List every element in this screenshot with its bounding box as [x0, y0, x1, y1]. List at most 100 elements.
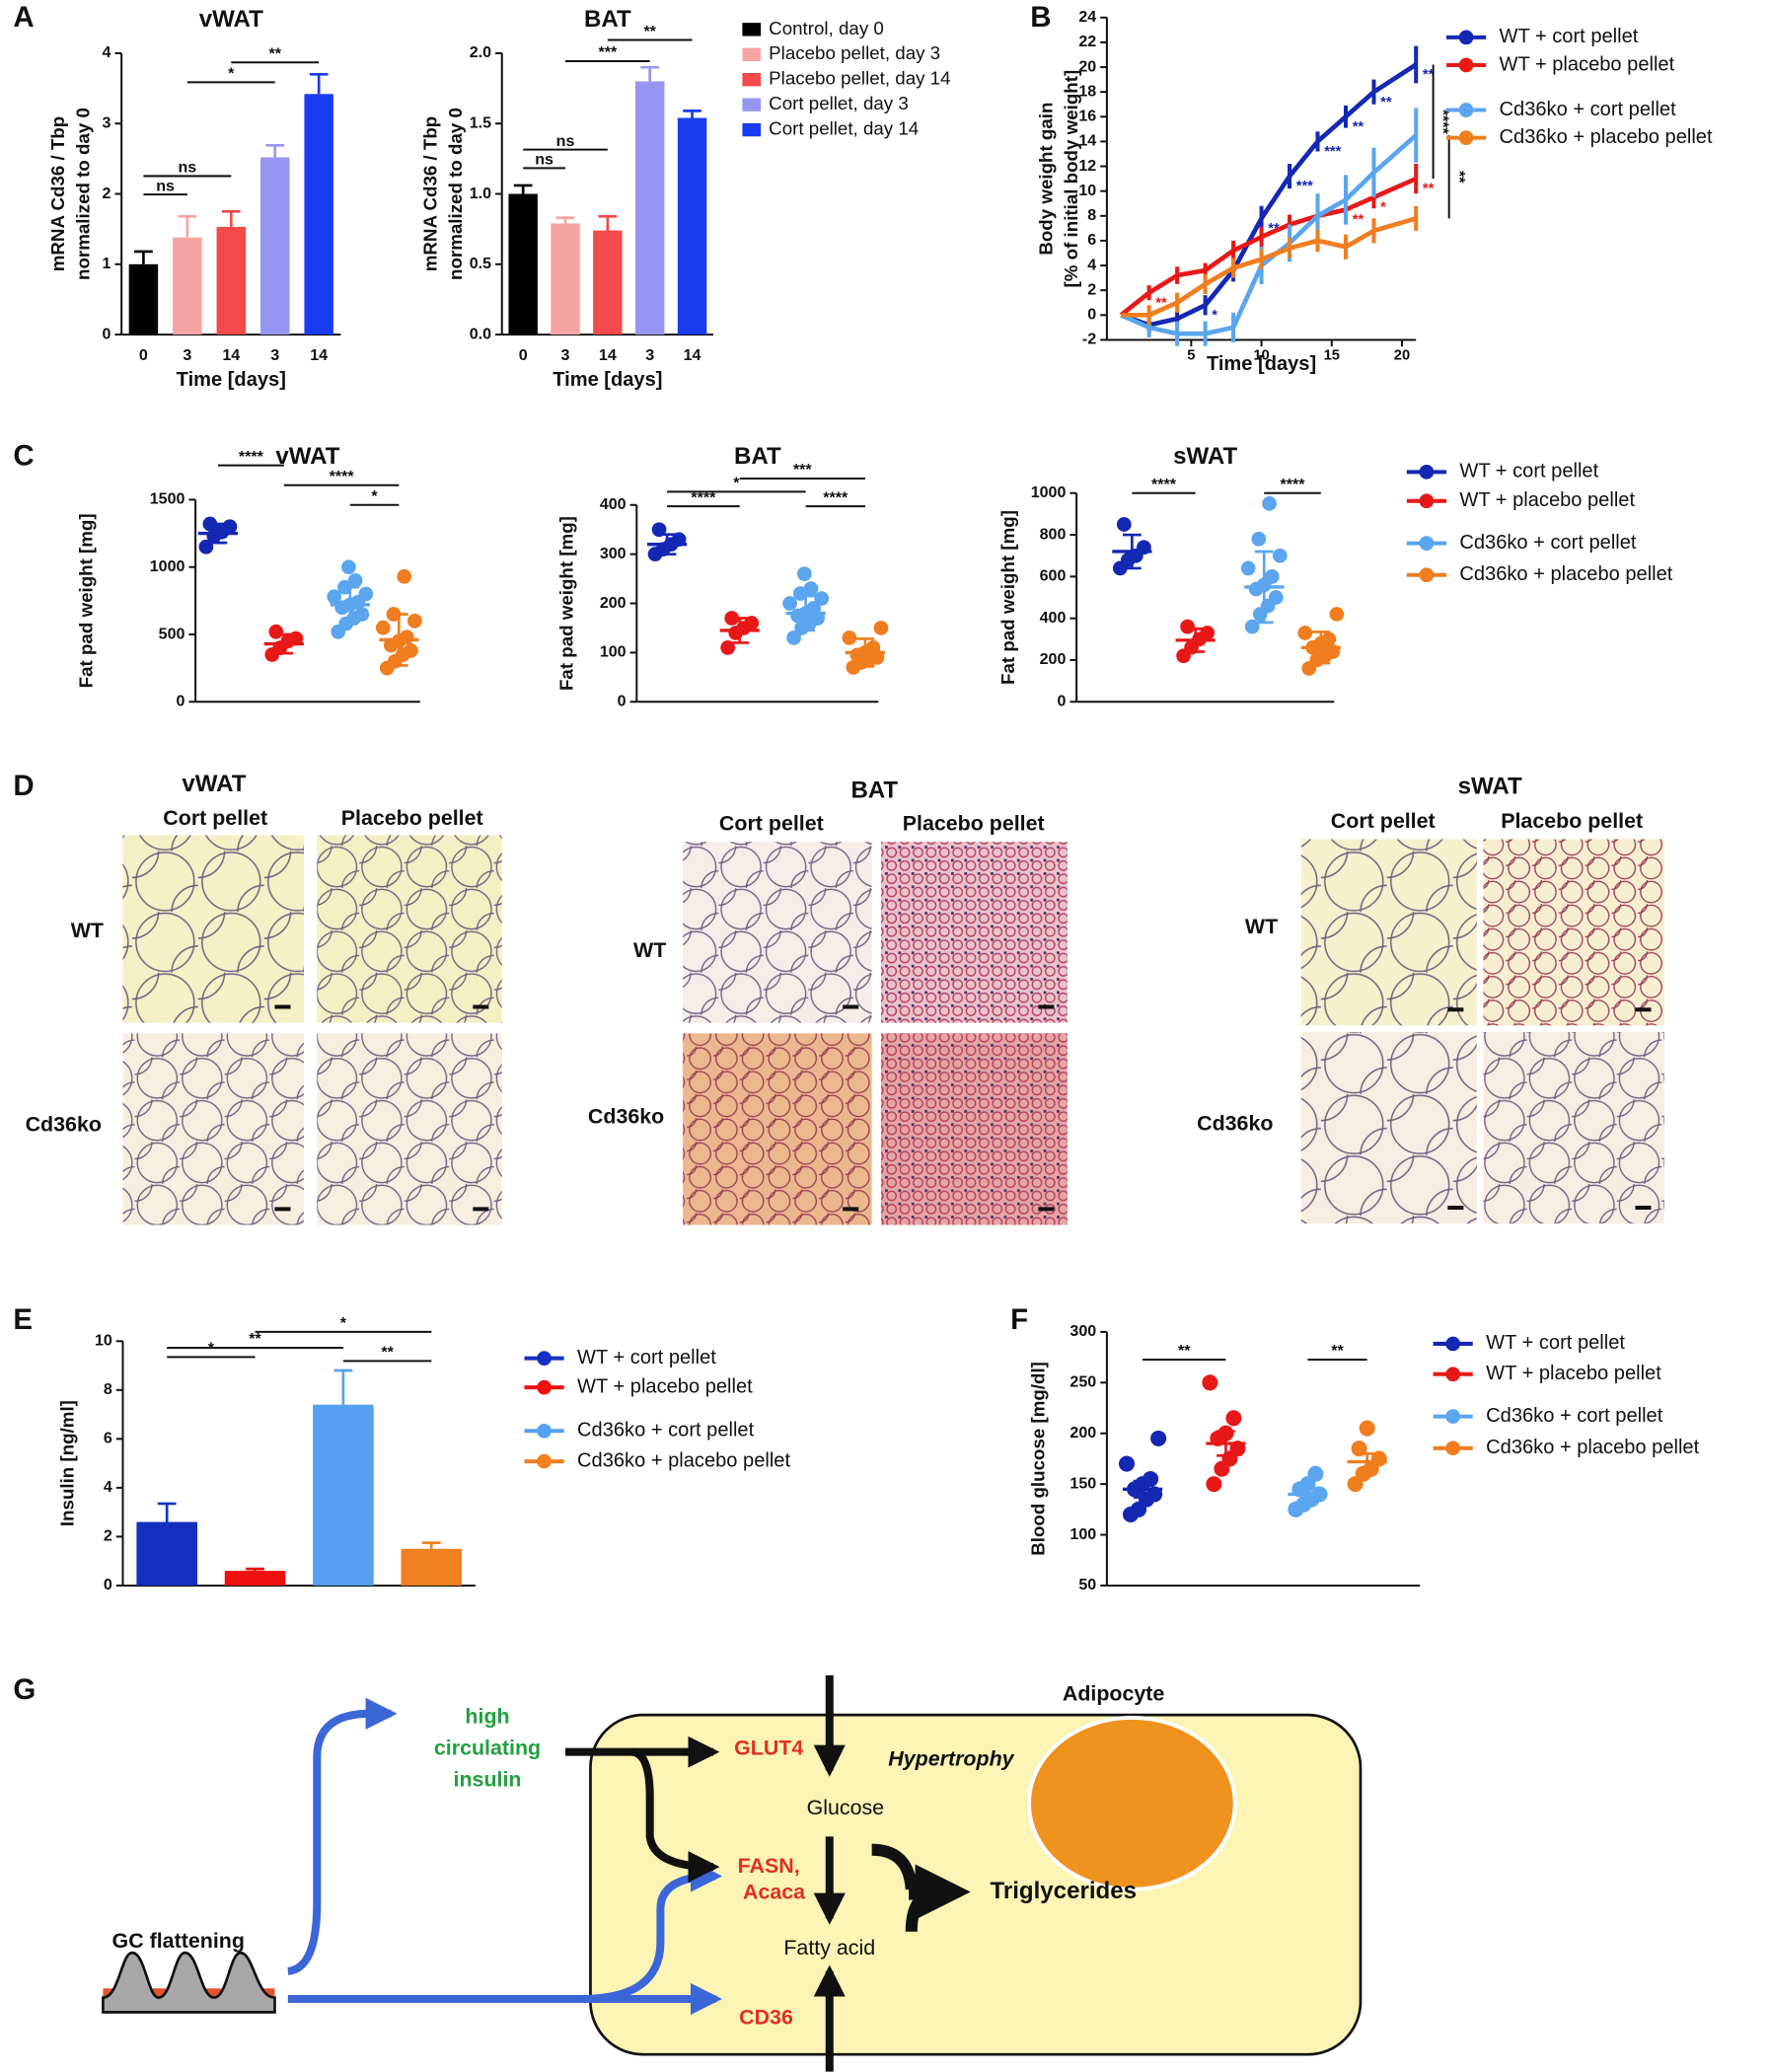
histology-texture: [122, 835, 304, 1023]
y-tick-label: 6: [1087, 231, 1096, 249]
legend-label: WT + placebo pellet: [1459, 489, 1635, 511]
bar: [224, 1571, 286, 1586]
data-point: [399, 629, 414, 645]
point-label: **: [1423, 182, 1435, 197]
x-tick-label: 0: [519, 346, 528, 364]
panel-label: C: [13, 439, 34, 472]
point-label: ***: [1296, 179, 1313, 194]
histology-texture: [1300, 839, 1477, 1026]
diagram-label: GLUT4: [734, 1737, 803, 1760]
legend-swatch: [742, 122, 762, 137]
legend-label: Cort pellet, day 3: [769, 93, 909, 113]
x-tick-label: 20: [1394, 347, 1410, 363]
significance-label: *: [340, 1314, 347, 1332]
histology-texture: [317, 835, 502, 1023]
significance-label: ****: [330, 468, 355, 485]
histology-texture: [1483, 839, 1664, 1026]
y-tick-label: 6: [104, 1430, 112, 1447]
diagram-label: insulin: [454, 1768, 522, 1792]
panel-label: A: [13, 1, 34, 34]
y-tick-label: 0.0: [470, 325, 491, 342]
y-axis-label: Body weight gain: [1036, 103, 1057, 256]
significance-label: ns: [535, 151, 553, 169]
data-point: [1359, 1420, 1375, 1437]
significance-label: ****: [1151, 476, 1177, 493]
y-tick-label: 20: [1078, 57, 1096, 75]
significance-label: **: [1178, 1342, 1191, 1360]
significance-label: *: [228, 65, 235, 83]
y-axis-label: Fat pad weight [mg]: [997, 510, 1018, 685]
legend-label: Cd36ko + placebo pellet: [1500, 126, 1713, 148]
row-label: Cd36ko: [588, 1105, 664, 1129]
x-tick-label: 14: [310, 346, 328, 364]
chart-title: sWAT: [1173, 443, 1237, 470]
data-point: [1262, 495, 1277, 511]
y-axis-label: normalized to day 0: [445, 108, 466, 280]
panel-label: G: [13, 1673, 36, 1706]
significance-label: **: [249, 1330, 261, 1348]
y-tick-label: 2: [103, 185, 111, 202]
data-point: [1206, 1476, 1222, 1493]
data-point: [782, 596, 797, 611]
chart-title: vWAT: [199, 6, 263, 33]
histology-panel: vWAT Cort pellet Placebo pellet WT Cd36k…: [26, 771, 1644, 1137]
y-tick-label: 1000: [1031, 483, 1067, 501]
data-point: [1321, 631, 1337, 647]
data-point: [407, 613, 422, 629]
significance-label: ns: [556, 132, 575, 150]
bar: [173, 237, 202, 335]
y-tick-label: 1000: [150, 557, 185, 575]
legend-marker: [1458, 103, 1474, 117]
legend-marker: [1445, 1441, 1461, 1456]
data-point: [358, 586, 374, 602]
significance-label: ***: [793, 461, 812, 479]
chart-title: BAT: [584, 6, 631, 33]
bar: [401, 1548, 463, 1586]
y-tick-label: 12: [1078, 157, 1096, 175]
panel-label: F: [1010, 1303, 1028, 1336]
y-tick-label: 1: [103, 255, 111, 272]
bar: [128, 263, 159, 335]
arrow: [287, 1697, 398, 1975]
bar: [260, 157, 290, 335]
y-axis-label: Fat pad weight [mg]: [75, 513, 96, 688]
legend-label: Cd36ko + cort pellet: [577, 1420, 755, 1442]
x-axis-label: Time [days]: [1207, 353, 1316, 375]
y-tick-label: 800: [1040, 525, 1067, 543]
column-label: Placebo pellet: [341, 806, 483, 830]
legend-marker: [1458, 57, 1474, 73]
y-tick-label: 250: [1069, 1373, 1096, 1391]
x-tick-label: 3: [645, 346, 654, 364]
y-tick-label: 200: [1069, 1424, 1096, 1442]
x-tick-label: 14: [222, 346, 240, 364]
diagram-label: Triglycerides: [990, 1878, 1137, 1904]
y-tick-label: 2: [1087, 280, 1096, 298]
y-tick-label: 10: [95, 1332, 112, 1350]
panel-label: E: [13, 1303, 33, 1336]
significance-label: *: [733, 475, 740, 492]
legend-label: WT + cort pellet: [577, 1347, 716, 1369]
legend-label: WT + cort pellet: [1500, 26, 1639, 47]
significance-label: *: [371, 487, 378, 505]
point-label: **: [1380, 95, 1392, 111]
diagram: Adipocyte high circulating insulin GLUT4…: [102, 1674, 1363, 2072]
data-point: [1150, 1430, 1167, 1446]
column-label: Placebo pellet: [1501, 809, 1643, 833]
point-label: **: [1268, 221, 1280, 237]
significance-label: ns: [178, 159, 196, 177]
bar: [313, 1404, 374, 1586]
data-point: [1251, 531, 1267, 547]
legend-marker: [1419, 464, 1435, 480]
data-point: [354, 607, 370, 622]
y-tick-label: 4: [104, 1478, 112, 1496]
significance-label: ****: [1435, 110, 1452, 135]
y-tick-label: 4: [1087, 256, 1096, 273]
significance-label: **: [381, 1344, 394, 1362]
data-point: [1225, 1410, 1242, 1427]
x-tick-label: 5: [1187, 347, 1195, 363]
row-label: WT: [1245, 915, 1278, 938]
data-point: [786, 630, 801, 645]
data-point: [1116, 517, 1132, 532]
y-tick-label: 0.5: [470, 255, 491, 272]
